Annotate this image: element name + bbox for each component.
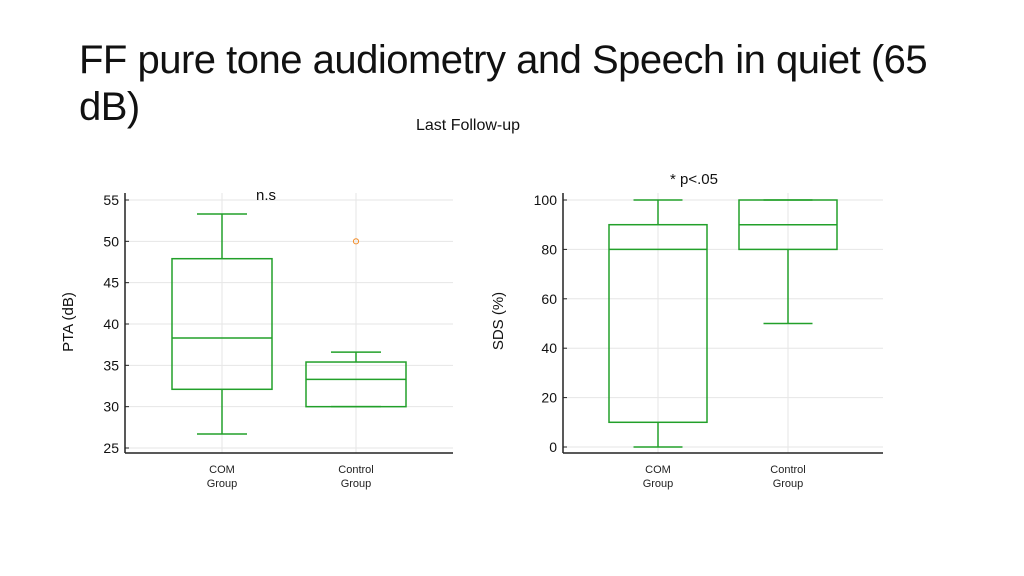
box-iqr [305, 361, 407, 408]
box-1 [171, 213, 273, 435]
y-tick-label: 40 [103, 316, 119, 332]
significance-annotation: * p<.05 [670, 171, 718, 188]
y-tick-label: 35 [103, 357, 119, 373]
y-tick-label: 50 [103, 233, 119, 249]
x-category-label: COM Group [207, 464, 238, 490]
y-tick-label: 100 [534, 192, 558, 208]
box-iqr [608, 223, 708, 424]
y-axis-label: PTA (dB) [60, 292, 77, 352]
y-axis-label: SDS (%) [490, 292, 507, 350]
slide-subtitle: Last Follow-up [416, 117, 521, 134]
y-tick-label: 60 [541, 291, 557, 307]
y-tick-label: 30 [103, 399, 119, 415]
y-tick-label: 0 [549, 439, 557, 455]
x-category-label: Control Group [338, 464, 373, 490]
y-tick-label: 55 [103, 192, 119, 208]
x-category-label: Control Group [770, 464, 805, 490]
slide-title: FF pure tone audiometry and Speech in qu… [79, 38, 928, 129]
y-tick-label: 80 [541, 241, 557, 257]
box-iqr [171, 257, 273, 391]
y-tick-label: 25 [103, 440, 119, 456]
box-2 [738, 199, 838, 325]
y-tick-label: 20 [541, 390, 557, 406]
box-2 [305, 238, 407, 408]
chart-1: 25 30 35 40 45 50 55 PTA (dB) n.s COM Group Control… [60, 187, 453, 490]
y-tick-label: 45 [103, 275, 119, 291]
box-1 [608, 199, 708, 448]
y-tick-label: 40 [541, 340, 557, 356]
significance-annotation: n.s [256, 187, 276, 204]
chart-2: 0 20 40 60 80 100 SDS (%) * p<.05 COM Group Contro… [490, 171, 883, 490]
x-category-label: COM Group [643, 464, 674, 490]
outlier-point [352, 238, 360, 245]
